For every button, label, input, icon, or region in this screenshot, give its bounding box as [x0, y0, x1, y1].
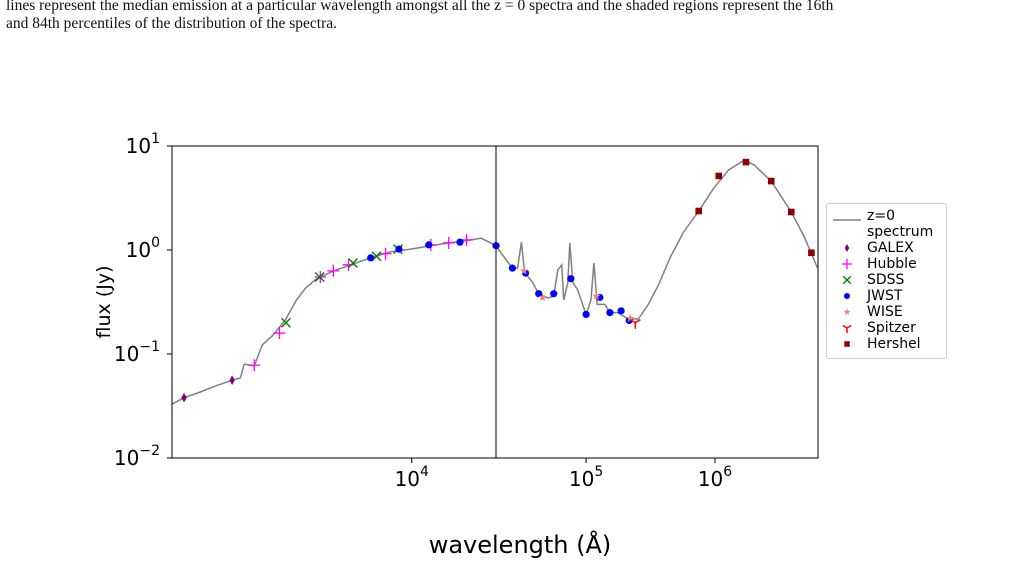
tick-base: 10 [114, 342, 139, 366]
marker [273, 327, 286, 340]
legend-label: Hershel [867, 336, 921, 352]
caption-line: lines represent the median emission at a… [6, 0, 834, 14]
marker [787, 208, 795, 216]
legend-icon [844, 341, 850, 347]
marker [342, 258, 355, 271]
x-tick-label: 104 [395, 464, 429, 491]
x-axis-label: wavelength (Å) [429, 530, 612, 559]
caption-line: and 84th percentiles of the distribution… [6, 15, 338, 32]
panel-frame [495, 145, 819, 459]
tick-exponent: −2 [139, 443, 160, 459]
marker [456, 238, 464, 246]
tick-base: 10 [569, 467, 594, 491]
legend-entry: Hershel [827, 336, 946, 352]
marker [842, 275, 852, 285]
tick-exponent: 1 [151, 131, 160, 147]
legend-icon [842, 259, 852, 269]
legend-label: GALEX [867, 240, 914, 256]
marker [379, 247, 392, 260]
marker [592, 291, 601, 300]
marker [606, 309, 614, 317]
legend-entry: Hubble [827, 256, 946, 272]
marker [617, 307, 625, 315]
tick-exponent: −1 [139, 339, 160, 355]
marker [567, 275, 575, 283]
legend-icon [833, 219, 861, 221]
y-tick-label: 100 [126, 235, 160, 262]
marker [348, 257, 358, 268]
tick-exponent: 4 [420, 464, 429, 480]
marker [229, 375, 235, 385]
marker [767, 177, 775, 185]
legend-entry: z=0 spectrum [827, 208, 946, 240]
legend-icon [844, 293, 850, 299]
marker [842, 259, 852, 269]
spectrum-line [495, 159, 818, 320]
marker [808, 249, 815, 257]
legend-label: JWST [867, 288, 903, 304]
marker [844, 341, 850, 347]
marker [181, 392, 187, 403]
legend-icon [843, 308, 851, 316]
legend-entry: JWST [827, 288, 946, 304]
marker [314, 272, 325, 282]
legend-label: Spitzer [867, 320, 916, 336]
legend: z=0 spectrum GALEX Hubble SDSS JWST WISE Spitz… [826, 203, 947, 359]
marker [519, 266, 529, 275]
legend-label: Hubble [867, 256, 917, 272]
marker [742, 158, 750, 166]
x-tick-label: 106 [698, 464, 732, 491]
y-axis-label: flux (Jy) [93, 266, 115, 339]
marker [582, 310, 590, 319]
legend-label: SDSS [867, 272, 905, 288]
y-tick-label: 10−2 [114, 443, 160, 470]
marker [625, 313, 635, 323]
marker [367, 254, 375, 262]
tick-base: 10 [698, 467, 723, 491]
marker [395, 245, 403, 253]
marker [550, 290, 558, 298]
legend-entry: GALEX [827, 240, 946, 256]
legend-icon [842, 275, 852, 285]
panel-frame [171, 145, 497, 459]
marker [844, 293, 850, 299]
tick-base: 10 [126, 134, 151, 158]
marker [843, 308, 851, 316]
marker [842, 324, 852, 333]
tick-base: 10 [114, 446, 139, 470]
marker [535, 290, 543, 298]
legend-icon [844, 244, 850, 252]
tick-exponent: 5 [594, 464, 603, 480]
plot-area [172, 158, 818, 405]
legend-icon [842, 324, 852, 333]
legend-entry: Spitzer [827, 320, 946, 336]
marker [248, 359, 261, 372]
y-tick-label: 101 [126, 131, 160, 158]
marker [538, 292, 547, 302]
legend-label: WISE [867, 304, 903, 320]
spectrum-line [172, 237, 497, 405]
legend-entry: WISE [827, 304, 946, 320]
marker [695, 207, 703, 215]
marker [844, 244, 850, 252]
tick-exponent: 0 [151, 235, 160, 251]
marker [508, 264, 516, 272]
marker [442, 236, 455, 249]
marker [327, 264, 340, 277]
legend-label: z=0 spectrum [867, 208, 934, 240]
tick-base: 10 [395, 467, 420, 491]
tick-base: 10 [126, 238, 151, 262]
marker [715, 172, 723, 180]
marker [629, 319, 641, 329]
legend-entry: SDSS [827, 272, 946, 288]
marker [280, 317, 291, 328]
marker [425, 241, 433, 249]
x-tick-label: 105 [569, 464, 603, 491]
tick-exponent: 6 [723, 464, 732, 480]
y-tick-label: 10−1 [114, 339, 160, 366]
